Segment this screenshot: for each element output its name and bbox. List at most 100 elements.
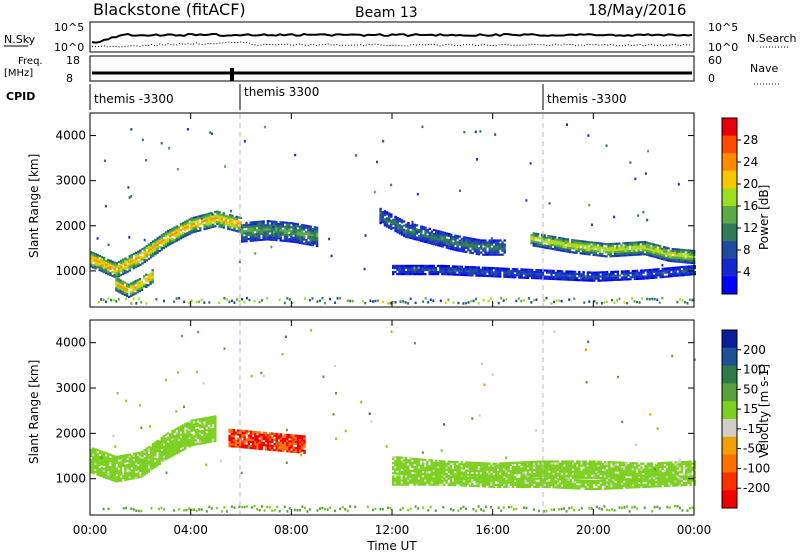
heatmap-cell <box>650 254 653 258</box>
heatmap-cell <box>381 221 384 224</box>
heatmap-cell <box>581 244 585 247</box>
heatmap-cell <box>537 474 540 478</box>
heatmap-cell <box>668 271 671 274</box>
heatmap-cell <box>503 466 506 469</box>
heatmap-cell <box>640 269 643 272</box>
heatmap-cell <box>492 267 495 270</box>
heatmap-cell <box>534 232 538 235</box>
heatmap-cell <box>136 279 139 282</box>
heatmap-cell <box>407 471 410 474</box>
heatmap-cell <box>273 238 276 241</box>
heatmap-cell <box>409 479 412 482</box>
heatmap-cell <box>467 237 470 240</box>
heatmap-cell <box>430 483 433 486</box>
heatmap-cell <box>610 469 613 472</box>
heatmap-cell <box>214 429 217 432</box>
heatmap-cell <box>307 229 310 232</box>
heatmap-cell <box>132 469 136 472</box>
heatmap-cell <box>668 473 671 476</box>
heatmap-cell <box>456 247 459 250</box>
heatmap-cell <box>460 471 463 474</box>
heatmap-cell <box>256 435 259 438</box>
heatmap-cell <box>608 275 611 278</box>
heatmap-cell <box>264 436 268 439</box>
heatmap-cell <box>415 462 418 465</box>
heatmap-cell <box>214 425 217 428</box>
heatmap-cell <box>177 234 181 237</box>
heatmap-cell <box>243 432 246 435</box>
heatmap-cell <box>182 434 185 437</box>
heatmap-cell <box>273 222 276 225</box>
heatmap-cell <box>616 242 619 245</box>
heatmap-cell <box>550 470 553 473</box>
heatmap-cell <box>560 299 563 303</box>
heatmap-cell <box>130 461 133 464</box>
heatmap-cell <box>294 226 297 229</box>
heatmap-cell <box>454 473 457 476</box>
heatmap-cell <box>270 222 274 225</box>
heatmap-cell <box>92 455 95 458</box>
heatmap-cell <box>642 269 645 272</box>
heatmap-cell <box>115 455 119 458</box>
heatmap-cell <box>595 468 598 471</box>
heatmap-cell <box>137 472 140 475</box>
heatmap-cell <box>232 445 236 448</box>
heatmap-cell <box>623 276 626 279</box>
heatmap-cell <box>311 227 314 231</box>
heatmap-cell <box>427 301 430 304</box>
heatmap-cell <box>507 275 510 279</box>
heatmap-cell <box>584 476 587 479</box>
heatmap-cell <box>145 302 148 305</box>
heatmap-cell <box>175 427 178 430</box>
heatmap-cell <box>398 464 401 467</box>
heatmap-cell <box>434 472 438 475</box>
heatmap-cell <box>262 222 265 225</box>
heatmap-cell <box>379 213 382 217</box>
heatmap-cell <box>663 267 667 270</box>
heatmap-cell <box>484 472 487 475</box>
heatmap-cell <box>618 463 622 466</box>
heatmap-cell <box>197 217 200 220</box>
heatmap-cell <box>526 268 530 271</box>
heatmap-cell <box>205 225 208 228</box>
heatmap-cell <box>407 222 410 225</box>
heatmap-cell <box>623 272 626 275</box>
heatmap-cell <box>398 218 402 221</box>
heatmap-cell <box>290 450 293 453</box>
heatmap-cell <box>503 273 506 276</box>
heatmap-cell <box>152 442 155 446</box>
heatmap-cell <box>152 451 155 454</box>
heatmap-cell <box>454 238 457 241</box>
heatmap-cell <box>115 289 118 292</box>
heatmap-cell <box>583 301 586 304</box>
heatmap-cell <box>201 220 204 223</box>
heatmap-cell <box>102 459 106 462</box>
heatmap-cell <box>162 240 166 244</box>
heatmap-cell <box>266 224 270 227</box>
heatmap-cell <box>631 276 634 279</box>
heatmap-cell <box>407 483 410 486</box>
heatmap-cell <box>171 237 174 240</box>
heatmap-cell <box>207 214 211 217</box>
heatmap-cell <box>296 235 299 238</box>
heatmap-cell <box>134 253 138 256</box>
heatmap-cell <box>281 231 284 234</box>
heatmap-cell <box>674 272 677 275</box>
heatmap-cell <box>285 233 289 237</box>
heatmap-cell <box>441 470 444 473</box>
heatmap-cell <box>128 263 131 266</box>
heatmap-cell <box>653 297 656 301</box>
heatmap-cell <box>473 472 476 475</box>
heatmap-cell <box>134 288 137 291</box>
heatmap-cell <box>417 460 421 463</box>
heatmap-cell <box>400 227 404 230</box>
heatmap-cell <box>175 446 178 449</box>
heatmap-cell <box>599 477 602 480</box>
heatmap-cell <box>430 236 434 239</box>
heatmap-cell <box>126 466 129 469</box>
heatmap-cell <box>169 453 172 456</box>
heatmap-cell <box>175 448 178 451</box>
heatmap-cell <box>569 274 572 277</box>
heatmap-cell <box>275 441 278 444</box>
heatmap-cell <box>481 472 485 475</box>
